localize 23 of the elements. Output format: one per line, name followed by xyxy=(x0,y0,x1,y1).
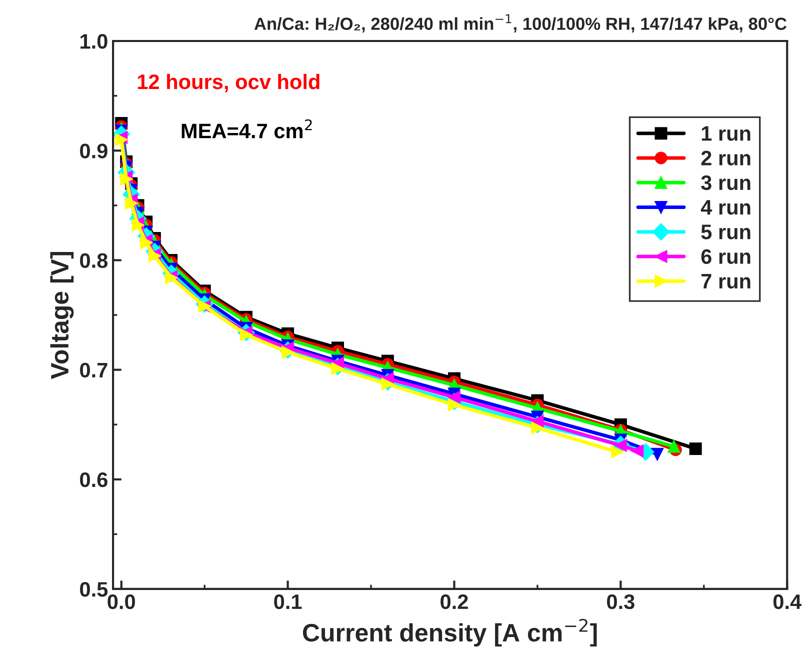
x-axis-title: Current density [A cm$^{−2}$] xyxy=(302,618,597,647)
legend-label: 2 run xyxy=(701,150,750,166)
legend-label: 7 run xyxy=(701,274,750,289)
x-tick-label: 0.0 xyxy=(108,594,135,610)
y-axis-title: Voltage [V] xyxy=(50,252,74,380)
y-tick-label: 0.5 xyxy=(80,582,108,597)
y-tick-label: 0.9 xyxy=(80,144,108,158)
x-tick-label: 0.1 xyxy=(274,594,302,610)
legend-label: 4 run xyxy=(700,200,750,215)
annotation: MEA=4.7 cm$^{2}$ xyxy=(182,119,312,138)
y-tick-label: 1.0 xyxy=(80,34,108,49)
x-tick-label: 0.3 xyxy=(607,594,634,610)
y-tick-label: 0.6 xyxy=(80,472,108,488)
annotation: 12 hours, ocv hold xyxy=(138,74,320,92)
x-tick-label: 0.2 xyxy=(440,594,468,610)
legend-label: 6 run xyxy=(701,249,750,264)
y-tick-label: 0.7 xyxy=(80,362,108,378)
y-tick-label: 0.8 xyxy=(80,253,108,268)
chart-title: An/Ca: H₂/O₂, 280/240 ml min$^{−1}$, 100/100% RH, 147/147 kPa, 80°C xyxy=(254,14,787,32)
x-tick-label: 0.4 xyxy=(773,594,802,610)
legend-label: 1 run xyxy=(702,126,750,141)
legend-label: 5 run xyxy=(701,224,750,240)
legend-label: 3 run xyxy=(701,175,750,190)
